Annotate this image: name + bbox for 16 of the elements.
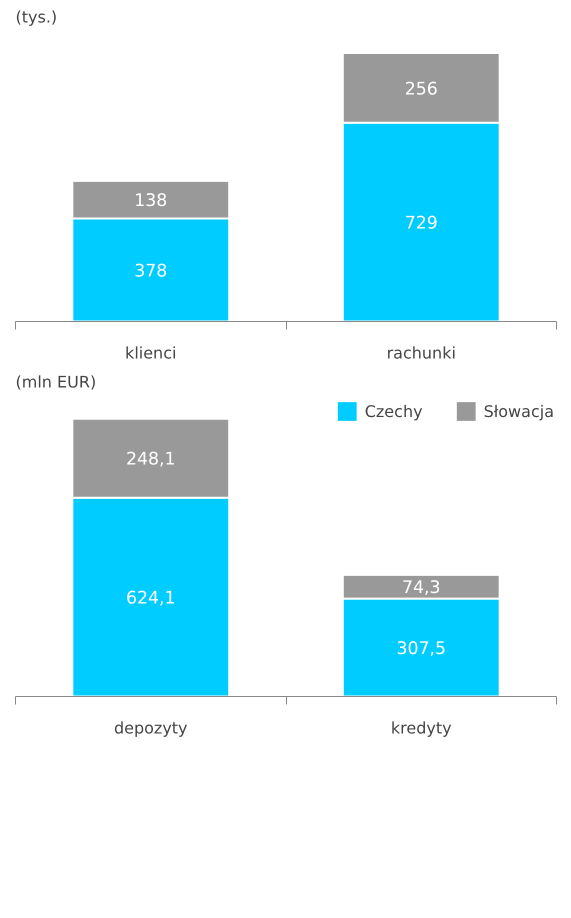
x-tick-label: klienci (125, 344, 176, 362)
x-tick-label: kredyty (390, 718, 452, 738)
chart-title: (mln EUR) (16, 372, 96, 392)
legend-label: Czechy (364, 402, 423, 420)
x-tick-label: rachunki (386, 344, 456, 362)
data-label: 307,5 (396, 639, 446, 660)
data-label: 248,1 (126, 450, 176, 470)
x-tick-label: depozyty (114, 718, 188, 738)
chart-title: (tys.) (16, 8, 58, 26)
data-label: 138 (134, 191, 168, 212)
data-label: 378 (134, 261, 168, 282)
legend-label: Słowacja (484, 402, 554, 420)
data-label: 74,3 (402, 578, 441, 598)
data-label: 624,1 (126, 588, 176, 609)
data-label: 729 (404, 214, 438, 234)
data-label: 256 (404, 79, 438, 100)
